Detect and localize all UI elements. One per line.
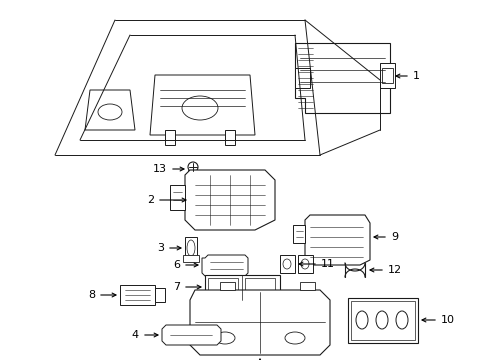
Polygon shape	[162, 325, 221, 345]
Ellipse shape	[301, 259, 308, 269]
Polygon shape	[305, 215, 369, 265]
Text: 9: 9	[390, 232, 397, 242]
Polygon shape	[220, 282, 235, 290]
Text: 11: 11	[320, 259, 334, 269]
Polygon shape	[280, 255, 294, 273]
Polygon shape	[202, 255, 247, 276]
Ellipse shape	[355, 311, 367, 329]
Polygon shape	[155, 288, 164, 302]
Polygon shape	[292, 225, 305, 243]
Polygon shape	[347, 298, 417, 343]
Text: 1: 1	[412, 71, 419, 81]
Polygon shape	[294, 43, 389, 113]
Polygon shape	[183, 255, 199, 262]
Ellipse shape	[215, 332, 235, 344]
Text: 2: 2	[146, 195, 154, 205]
Ellipse shape	[375, 311, 387, 329]
Ellipse shape	[98, 104, 122, 120]
Text: 6: 6	[173, 260, 180, 270]
Polygon shape	[120, 285, 155, 305]
Text: 4: 4	[132, 330, 139, 340]
Polygon shape	[164, 130, 175, 145]
Polygon shape	[381, 68, 392, 83]
Polygon shape	[150, 75, 254, 135]
Ellipse shape	[182, 96, 218, 120]
Text: 10: 10	[440, 315, 454, 325]
Polygon shape	[187, 170, 198, 174]
Text: 12: 12	[387, 265, 401, 275]
Polygon shape	[190, 290, 329, 355]
Text: 3: 3	[157, 243, 163, 253]
Ellipse shape	[283, 259, 290, 269]
Ellipse shape	[187, 162, 198, 172]
Polygon shape	[244, 278, 274, 297]
Polygon shape	[294, 68, 309, 88]
Polygon shape	[297, 255, 312, 273]
Polygon shape	[85, 90, 135, 130]
Polygon shape	[184, 237, 197, 259]
Ellipse shape	[395, 311, 407, 329]
Polygon shape	[379, 63, 394, 88]
Ellipse shape	[186, 240, 195, 256]
Polygon shape	[224, 130, 235, 145]
Polygon shape	[170, 185, 184, 210]
Polygon shape	[207, 278, 238, 297]
Polygon shape	[204, 275, 280, 300]
Polygon shape	[299, 282, 314, 290]
Text: 7: 7	[173, 282, 180, 292]
Text: 8: 8	[88, 290, 95, 300]
Polygon shape	[184, 170, 274, 230]
Ellipse shape	[285, 332, 305, 344]
Text: 13: 13	[153, 164, 167, 174]
